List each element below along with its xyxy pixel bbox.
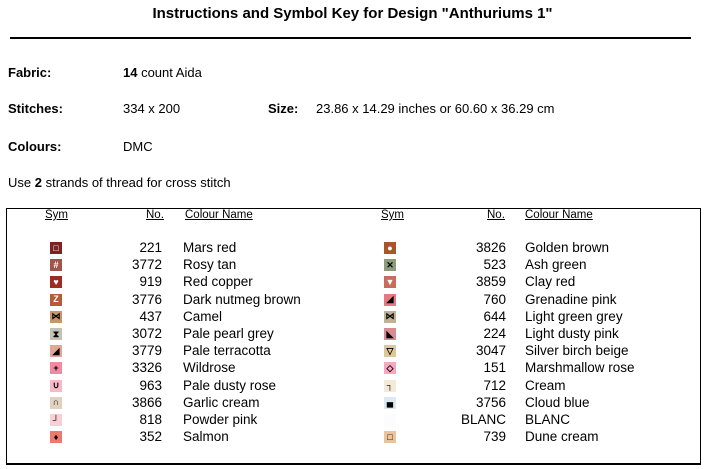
colour-name: Silver birch beige (525, 343, 629, 359)
colour-name: BLANC (525, 412, 571, 427)
symbol-swatch: □ (384, 431, 396, 444)
symbol-swatch: ┘ (50, 414, 62, 426)
dmc-number: 818 (139, 412, 162, 427)
header-name-right: Colour Name (525, 209, 593, 221)
colour-name: Rosy tan (183, 257, 237, 273)
colour-name: Pale dusty rose (183, 377, 277, 393)
header-sym-right: Sym (381, 209, 404, 221)
colour-name: Dune cream (525, 429, 599, 445)
dmc-number: 3326 (131, 360, 162, 376)
header-no-left: No. (146, 209, 164, 221)
colour-name: Red copper (183, 274, 253, 290)
symbol-swatch: ♦ (50, 431, 62, 444)
colour-name: Cloud blue (525, 394, 590, 410)
symbol-key-table (6, 208, 701, 465)
symbol-swatch: ◢ (50, 345, 62, 358)
colour-name: Ash green (525, 257, 587, 273)
header-no-right: No. (487, 209, 505, 221)
symbol-swatch: ◣ (384, 328, 396, 340)
dmc-number: 151 (483, 360, 506, 376)
dmc-number: 644 (483, 308, 506, 324)
dmc-number: 3047 (475, 343, 506, 359)
dmc-number: 760 (483, 291, 506, 307)
dmc-number: 3866 (131, 394, 162, 410)
symbol-swatch: ∪ (50, 379, 62, 392)
colour-name: Salmon (183, 429, 229, 445)
colour-name: Dark nutmeg brown (183, 291, 301, 307)
colour-name: Mars red (183, 240, 237, 255)
dmc-number: 3859 (475, 274, 506, 290)
dmc-number: 712 (483, 377, 506, 393)
colour-name: Powder pink (183, 412, 258, 427)
symbol-swatch: ⧗ (50, 328, 62, 340)
stitches-value: 334 x 200 (123, 101, 181, 116)
symbol-swatch: ▄ (384, 396, 396, 409)
dmc-number: 963 (139, 377, 162, 393)
symbol-swatch: ♥ (50, 276, 62, 289)
size-value: 23.86 x 14.29 inches or 60.60 x 36.29 cm (316, 101, 555, 116)
symbol-swatch: ▼ (384, 276, 396, 289)
header-name-left: Colour Name (185, 209, 253, 221)
dmc-number: 3779 (131, 343, 162, 359)
colour-name: Marshmallow rose (525, 360, 635, 376)
symbol-swatch: ∩ (50, 396, 62, 409)
dmc-number: 437 (139, 308, 162, 324)
dmc-number: 3776 (131, 291, 162, 307)
header-sym-left: Sym (45, 209, 68, 221)
dmc-number: 3772 (131, 257, 162, 273)
dmc-number: BLANC (460, 412, 506, 427)
dmc-number: 523 (483, 257, 506, 273)
dmc-number: 3756 (475, 394, 506, 410)
symbol-swatch: ⋈ (384, 310, 396, 323)
colours-value: DMC (123, 139, 153, 154)
colour-name: Wildrose (183, 360, 236, 376)
colour-name: Pale terracotta (183, 343, 271, 359)
fabric-type: count Aida (137, 65, 202, 80)
dmc-number: 352 (139, 429, 162, 445)
strands-instruction: Use 2 strands of thread for cross stitch (8, 175, 231, 190)
symbol-swatch: ┐ (384, 379, 396, 392)
fabric-label: Fabric: (8, 65, 52, 80)
colour-name: Camel (183, 308, 223, 324)
colours-label: Colours: (8, 139, 62, 154)
dmc-number: 221 (139, 240, 162, 255)
colour-name: Light dusty pink (525, 326, 619, 341)
colour-name: Pale pearl grey (183, 326, 274, 341)
symbol-swatch: ✕ (384, 259, 396, 272)
symbol-swatch (384, 414, 396, 426)
dmc-number: 919 (139, 274, 162, 290)
symbol-swatch: ● (384, 242, 396, 254)
symbol-swatch: □ (50, 242, 62, 254)
symbol-swatch: ◇ (384, 362, 396, 375)
fabric-count: 14 (123, 65, 138, 80)
symbol-swatch: + (50, 362, 62, 375)
symbol-swatch: ⋈ (50, 310, 62, 323)
symbol-swatch: ▽ (384, 345, 396, 358)
dmc-number: 3072 (131, 326, 162, 341)
colour-name: Golden brown (525, 240, 610, 255)
stitches-label: Stitches: (8, 101, 63, 116)
colour-name: Garlic cream (183, 394, 260, 410)
fabric-value: 14 count Aida (123, 65, 202, 80)
size-label: Size: (268, 101, 299, 116)
title-divider (10, 37, 691, 39)
colour-name: Grenadine pink (525, 291, 617, 307)
colour-name: Cream (525, 377, 566, 393)
page-title: Instructions and Symbol Key for Design "… (152, 5, 553, 22)
dmc-number: 739 (483, 429, 506, 445)
symbol-swatch: # (50, 259, 62, 272)
symbol-swatch: ◢ (384, 293, 396, 306)
dmc-number: 3826 (475, 240, 506, 255)
colour-name: Light green grey (525, 308, 623, 324)
symbol-swatch: Z (50, 293, 62, 306)
dmc-number: 224 (483, 326, 506, 341)
colour-name: Clay red (525, 274, 576, 290)
